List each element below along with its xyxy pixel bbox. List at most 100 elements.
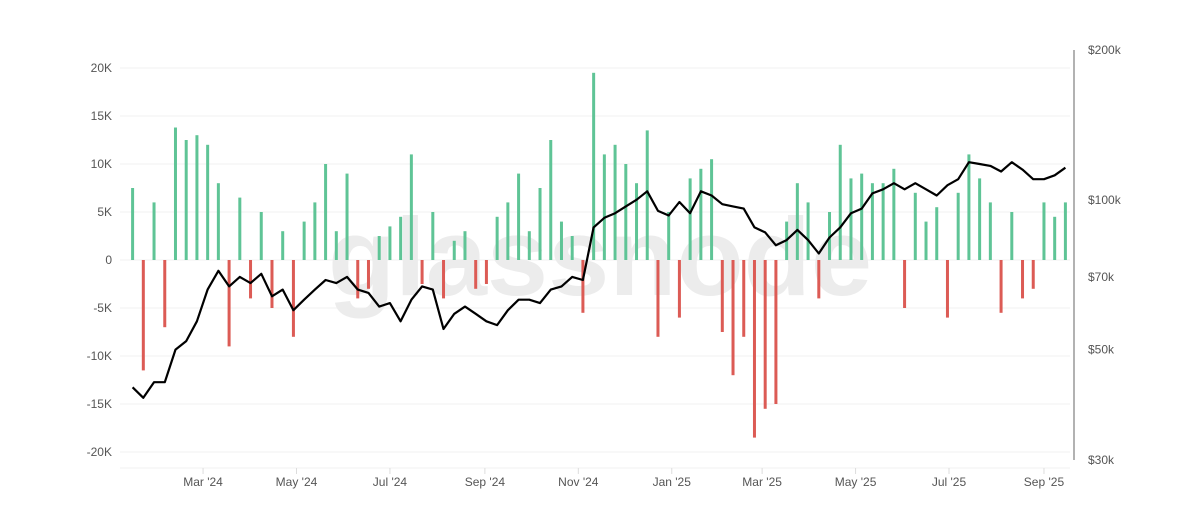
left-tick-label: 10K [91, 157, 112, 171]
flow-bar [1053, 216, 1057, 260]
x-tick-label: Mar '25 [742, 475, 782, 489]
flow-bar [838, 144, 842, 260]
flow-bar [184, 140, 188, 260]
x-axis: Mar '24 May '24 Jul '24 Sep '24 Nov '24 Jan '… [183, 468, 1064, 489]
flow-bar [506, 202, 510, 260]
right-tick-label: $100k [1088, 193, 1122, 207]
flow-bar [763, 260, 767, 409]
flow-bar [452, 240, 456, 260]
flow-bar [238, 197, 242, 260]
flow-bar [431, 212, 435, 260]
flow-bar [152, 202, 156, 260]
x-tick-label: Sep '25 [1024, 475, 1065, 489]
flow-bar [527, 231, 531, 260]
flow-bar [988, 202, 992, 260]
flow-bar [549, 140, 553, 260]
flow-bar [881, 183, 885, 260]
flow-bar [399, 216, 403, 260]
flow-bar [463, 231, 467, 260]
flow-bar [999, 260, 1003, 313]
right-tick-label: $30k [1088, 453, 1115, 467]
flow-bar [688, 178, 692, 260]
flow-bar [752, 260, 756, 438]
flow-bar [1031, 260, 1035, 289]
flow-bar [131, 188, 135, 260]
flow-bar [313, 202, 317, 260]
flow-bar [978, 178, 982, 260]
x-tick-label: May '24 [276, 475, 318, 489]
right-tick-label: $200k [1088, 43, 1122, 57]
flow-bar [935, 207, 939, 260]
flow-bar [731, 260, 735, 376]
flow-bar [870, 183, 874, 260]
left-tick-label: 5K [97, 205, 112, 219]
left-tick-label: 15K [91, 109, 112, 123]
right-tick-label: $70k [1088, 270, 1115, 284]
left-tick-label: 20K [91, 61, 112, 75]
flow-bar [903, 260, 907, 308]
flow-bar [1042, 202, 1046, 260]
flow-bar [592, 72, 596, 260]
flow-bar [635, 183, 639, 260]
flow-bar [324, 164, 328, 260]
flow-bar [602, 154, 606, 260]
flow-bar [216, 183, 220, 260]
flow-bar [227, 260, 231, 347]
flow-bar [774, 260, 778, 404]
flow-bar [806, 202, 810, 260]
flow-bar [945, 260, 949, 318]
left-tick-label: -5K [93, 301, 112, 315]
x-tick-label: Jul '24 [373, 475, 408, 489]
flow-bar [624, 164, 628, 260]
flow-bar [377, 236, 381, 260]
flow-bar [667, 212, 671, 260]
flow-bar [1010, 212, 1014, 260]
left-axis: -20K -15K -10K -5K 0 5K 10K 15K 20K [87, 61, 113, 459]
flow-bar [967, 154, 971, 260]
flow-bar [645, 130, 649, 260]
flow-bar [484, 260, 488, 284]
flow-bar [538, 188, 542, 260]
left-tick-label: -15K [87, 397, 112, 411]
flow-bar [924, 221, 928, 260]
flow-bar [517, 173, 521, 260]
flow-bar [720, 260, 724, 332]
flow-bar [559, 221, 563, 260]
flow-bar [677, 260, 681, 318]
x-tick-label: Sep '24 [465, 475, 506, 489]
flow-bar [345, 173, 349, 260]
flow-bar [163, 260, 167, 328]
flow-bar [860, 173, 864, 260]
price-line [131, 161, 1067, 399]
watermark-logo: glassnode [328, 196, 872, 319]
x-tick-label: Nov '24 [558, 475, 599, 489]
left-tick-label: 0 [105, 253, 112, 267]
flow-bar [613, 144, 617, 260]
flow-bar [366, 260, 370, 289]
flow-bar [742, 260, 746, 337]
flow-bar [656, 260, 660, 337]
flow-bar [281, 231, 285, 260]
flow-bar [1063, 202, 1067, 260]
right-axis: $30k $50k $70k $100k $200k [1073, 43, 1122, 467]
flow-bar [409, 154, 413, 260]
flow-bars [131, 72, 1067, 438]
flow-bar [581, 260, 585, 313]
flow-bar [356, 260, 360, 299]
flow-bar [795, 183, 799, 260]
flow-bar [388, 226, 392, 260]
flow-bar [474, 260, 478, 289]
flow-bar [141, 260, 145, 371]
flow-bar [302, 221, 306, 260]
right-tick-label: $50k [1088, 343, 1115, 357]
left-tick-label: -20K [87, 445, 112, 459]
flow-bar [334, 231, 338, 260]
flow-bar [173, 127, 177, 261]
flow-bar [1021, 260, 1025, 299]
flow-bar [892, 168, 896, 260]
flow-bar [442, 260, 446, 299]
flow-bar [817, 260, 821, 299]
flow-bar [913, 192, 917, 260]
flow-bar [570, 236, 574, 260]
